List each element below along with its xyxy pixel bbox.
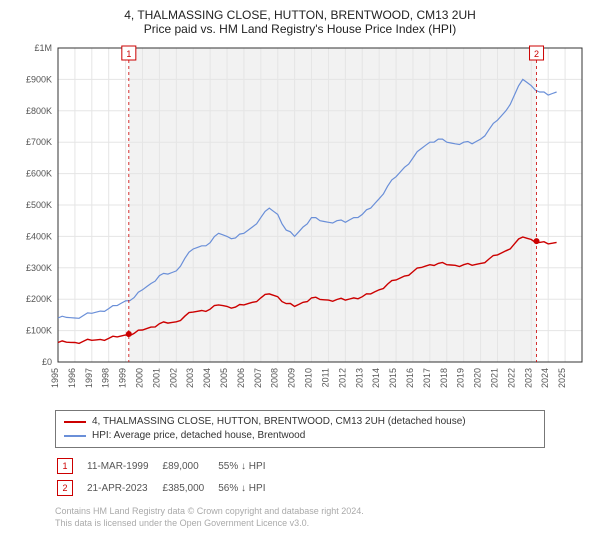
svg-text:2019: 2019 <box>456 368 466 388</box>
svg-text:2017: 2017 <box>422 368 432 388</box>
svg-text:2021: 2021 <box>489 368 499 388</box>
footer-line-2: This data is licensed under the Open Gov… <box>55 518 586 530</box>
legend-label-hpi: HPI: Average price, detached house, Bren… <box>92 429 305 443</box>
svg-text:2008: 2008 <box>270 368 280 388</box>
sale-date: 21-APR-2023 <box>87 478 161 498</box>
table-row: 2 21-APR-2023 £385,000 56% ↓ HPI <box>57 478 277 498</box>
svg-text:1998: 1998 <box>101 368 111 388</box>
svg-text:1: 1 <box>126 49 131 59</box>
svg-text:1996: 1996 <box>67 368 77 388</box>
sale-date: 11-MAR-1999 <box>87 456 161 476</box>
svg-text:2003: 2003 <box>185 368 195 388</box>
svg-text:£400K: £400K <box>26 231 52 241</box>
footer: Contains HM Land Registry data © Crown c… <box>55 506 586 529</box>
svg-text:2016: 2016 <box>405 368 415 388</box>
sale-marker-2: 2 <box>57 480 73 496</box>
svg-text:1995: 1995 <box>50 368 60 388</box>
chart: £0 £100K £200K £300K £400K £500K £600K £700K £80… <box>10 42 590 402</box>
svg-text:2002: 2002 <box>168 368 178 388</box>
footer-line-1: Contains HM Land Registry data © Crown c… <box>55 506 586 518</box>
svg-text:2025: 2025 <box>557 368 567 388</box>
sale-price: £385,000 <box>163 478 217 498</box>
svg-text:2011: 2011 <box>320 368 330 387</box>
legend-row: HPI: Average price, detached house, Bren… <box>64 429 536 443</box>
svg-text:2005: 2005 <box>219 368 229 388</box>
svg-text:£700K: £700K <box>26 137 52 147</box>
sales-table: 1 11-MAR-1999 £89,000 55% ↓ HPI 2 21-APR… <box>55 454 279 500</box>
svg-text:2010: 2010 <box>304 368 314 388</box>
svg-text:£0: £0 <box>42 357 52 367</box>
legend-row: 4, THALMASSING CLOSE, HUTTON, BRENTWOOD,… <box>64 415 536 429</box>
svg-text:£800K: £800K <box>26 106 52 116</box>
svg-text:1999: 1999 <box>118 368 128 388</box>
svg-text:2024: 2024 <box>540 368 550 388</box>
svg-text:£100K: £100K <box>26 326 52 336</box>
svg-text:2: 2 <box>534 49 539 59</box>
svg-text:2004: 2004 <box>202 368 212 388</box>
svg-text:£500K: £500K <box>26 200 52 210</box>
svg-text:£200K: £200K <box>26 294 52 304</box>
svg-text:£900K: £900K <box>26 74 52 84</box>
title-line-1: 4, THALMASSING CLOSE, HUTTON, BRENTWOOD,… <box>10 8 590 22</box>
chart-container: 4, THALMASSING CLOSE, HUTTON, BRENTWOOD,… <box>0 0 600 533</box>
legend-label-price: 4, THALMASSING CLOSE, HUTTON, BRENTWOOD,… <box>92 415 466 429</box>
svg-text:2000: 2000 <box>135 368 145 388</box>
svg-text:2012: 2012 <box>337 368 347 388</box>
legend: 4, THALMASSING CLOSE, HUTTON, BRENTWOOD,… <box>55 410 545 448</box>
title-line-2: Price paid vs. HM Land Registry's House … <box>10 22 590 36</box>
svg-text:2009: 2009 <box>287 368 297 388</box>
svg-text:2018: 2018 <box>439 368 449 388</box>
svg-text:2001: 2001 <box>151 368 161 388</box>
svg-text:2022: 2022 <box>506 368 516 388</box>
svg-text:2013: 2013 <box>354 368 364 388</box>
svg-text:2006: 2006 <box>236 368 246 388</box>
sale-delta: 55% ↓ HPI <box>218 456 277 476</box>
svg-text:£1M: £1M <box>34 43 52 53</box>
legend-swatch-price <box>64 421 86 423</box>
sale-marker-1: 1 <box>57 458 73 474</box>
svg-text:£300K: £300K <box>26 263 52 273</box>
svg-text:1997: 1997 <box>84 368 94 388</box>
svg-text:2015: 2015 <box>388 368 398 388</box>
svg-text:2007: 2007 <box>253 368 263 388</box>
sale-price: £89,000 <box>163 456 217 476</box>
svg-text:2020: 2020 <box>473 368 483 388</box>
svg-text:£600K: £600K <box>26 169 52 179</box>
chart-svg: £0 £100K £200K £300K £400K £500K £600K £700K £80… <box>10 42 590 402</box>
svg-text:2023: 2023 <box>523 368 533 388</box>
legend-swatch-hpi <box>64 435 86 437</box>
svg-text:2014: 2014 <box>371 368 381 388</box>
table-row: 1 11-MAR-1999 £89,000 55% ↓ HPI <box>57 456 277 476</box>
sale-delta: 56% ↓ HPI <box>218 478 277 498</box>
